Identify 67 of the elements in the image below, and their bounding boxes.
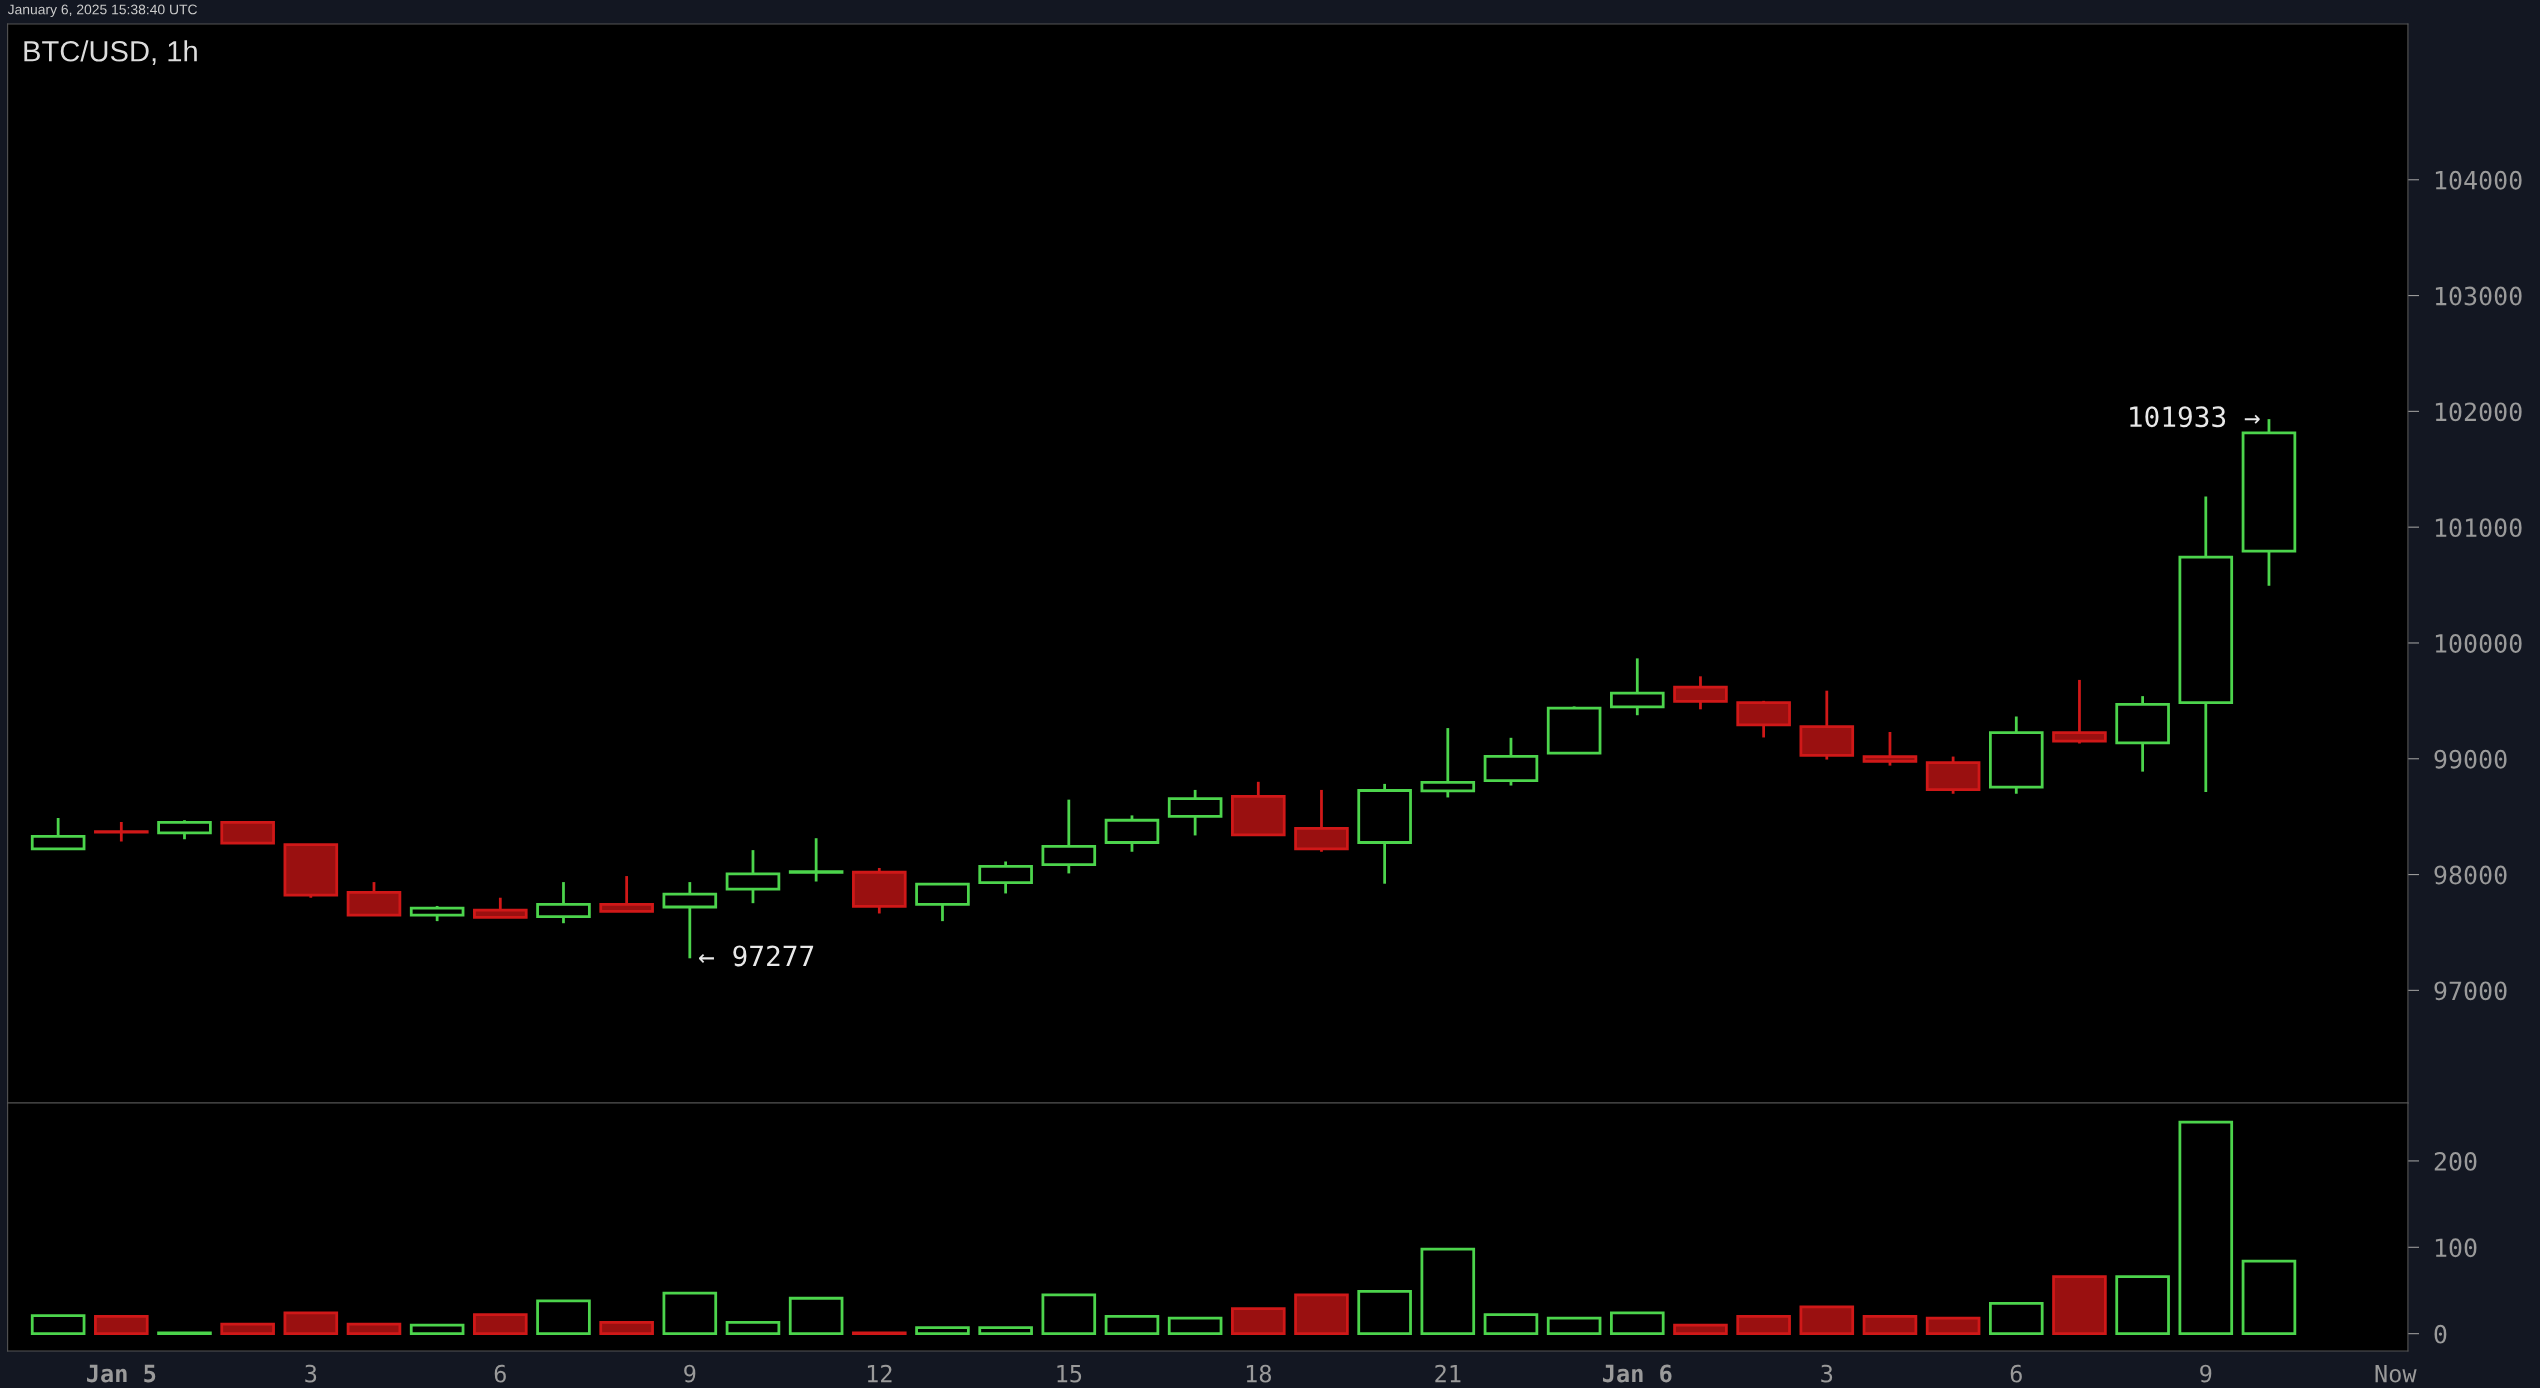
- bar: [1925, 1316, 1981, 1336]
- y-tick-label: 97000: [2434, 981, 2507, 1001]
- y-tick-label: 102000: [2435, 402, 2522, 422]
- y-tick-label: 103000: [2435, 286, 2522, 306]
- bar: [1673, 1323, 1728, 1336]
- bar: [662, 1291, 718, 1336]
- x-tick-label: 6: [494, 1364, 506, 1383]
- bar: [1104, 1315, 1160, 1336]
- bar: [599, 1321, 654, 1336]
- bar: [1610, 1311, 1665, 1336]
- y-tick-label: 99000: [2434, 749, 2507, 769]
- candlestick: [94, 820, 149, 843]
- bar: [1483, 1313, 1539, 1336]
- bar: [978, 1326, 1033, 1336]
- x-tick-label: Jan 6: [1603, 1364, 1672, 1383]
- bar: [1799, 1305, 1855, 1336]
- bar: [30, 1314, 86, 1336]
- candlestick: [1420, 726, 1476, 799]
- x-tick-label: 3: [305, 1364, 317, 1383]
- y-tick-label: 0: [2434, 1324, 2447, 1344]
- bar: [1989, 1302, 2044, 1336]
- bar: [1546, 1316, 1602, 1336]
- candlestick: [788, 836, 844, 883]
- x-tick-label: 6: [2010, 1364, 2022, 1383]
- bar: [915, 1326, 970, 1336]
- bar: [2241, 1259, 2297, 1336]
- x-tick-label: 3: [1821, 1364, 1833, 1383]
- y-tick-label: 104000: [2435, 170, 2522, 190]
- bar: [409, 1323, 465, 1336]
- annotation: ← 97277: [699, 945, 814, 967]
- bar: [94, 1315, 149, 1336]
- x-tick-label: 18: [1246, 1364, 1272, 1383]
- bar: [2178, 1120, 2234, 1336]
- bar: [1736, 1315, 1791, 1336]
- bar: [346, 1322, 402, 1336]
- bar: [1041, 1293, 1097, 1336]
- y-tick-label: 100: [2435, 1238, 2477, 1258]
- bar: [1862, 1315, 1918, 1336]
- bar: [220, 1322, 275, 1336]
- x-tick-label: Jan 5: [87, 1364, 156, 1383]
- bar: [1357, 1289, 1412, 1336]
- x-tick-label: Now: [2375, 1364, 2417, 1383]
- bar: [2052, 1275, 2107, 1336]
- y-tick-label: 101000: [2435, 518, 2522, 538]
- bar: [725, 1321, 781, 1336]
- y-tick-label: 98000: [2434, 865, 2507, 885]
- bar: [536, 1299, 591, 1336]
- bar: [473, 1313, 528, 1336]
- bar: [2115, 1275, 2170, 1336]
- bar: [1231, 1307, 1286, 1336]
- x-tick-label: 21: [1435, 1364, 1461, 1383]
- x-tick-label: 9: [2200, 1364, 2212, 1383]
- chart-title: BTC/USD, 1h: [24, 40, 197, 66]
- bar: [788, 1296, 844, 1336]
- bar: [1420, 1247, 1476, 1336]
- x-tick-label: 9: [684, 1364, 696, 1383]
- candlestick: [2052, 678, 2107, 745]
- annotation: 101933 →: [2130, 406, 2260, 428]
- bar: [1167, 1316, 1223, 1336]
- candlestick: [1862, 730, 1918, 767]
- bar: [1294, 1293, 1349, 1336]
- text: January 6, 2025 15:38:40 UTC: [7, 4, 198, 18]
- y-tick-label: 200: [2434, 1151, 2477, 1171]
- bar: [283, 1311, 339, 1336]
- x-tick-label: 15: [1057, 1364, 1082, 1383]
- x-tick-label: 12: [867, 1364, 892, 1383]
- y-tick-label: 100000: [2435, 633, 2522, 653]
